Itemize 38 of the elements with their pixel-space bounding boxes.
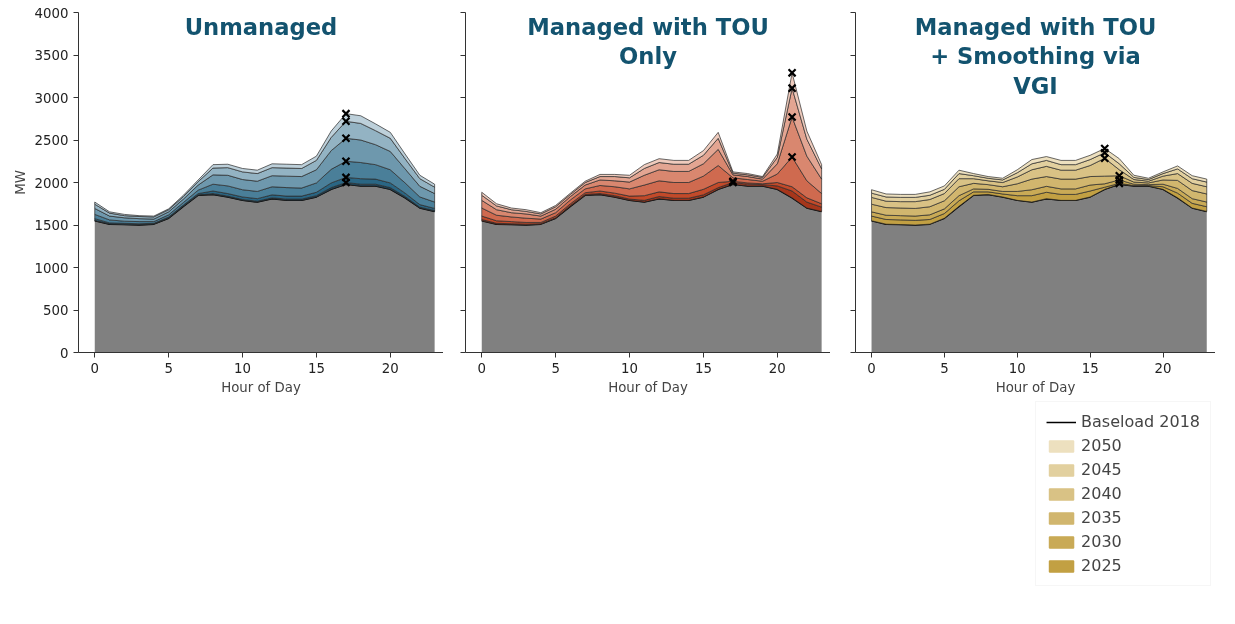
y-tick-label: 500	[43, 303, 69, 318]
y-tick-label: 2000	[34, 175, 69, 191]
y-axis-title: MW	[12, 170, 28, 195]
x-tick-label: 15	[1081, 360, 1099, 376]
chart-title: Unmanaged	[184, 13, 338, 40]
x-tick-label: 0	[477, 360, 486, 376]
legend-label: 2050	[1081, 436, 1122, 455]
x-tick-label: 10	[234, 360, 252, 376]
x-axis-title: Hour of Day	[221, 379, 301, 395]
y-tick-label: 3000	[34, 90, 69, 106]
x-tick-label: 0	[867, 360, 876, 376]
x-axis-title: Hour of Day	[995, 379, 1076, 395]
x-tick-label: 15	[694, 360, 712, 376]
y-tick-label: 1500	[34, 218, 69, 233]
x-tick-label: 10	[621, 360, 639, 376]
y-tick-label: 4000	[34, 5, 69, 21]
legend-label: 2040	[1081, 484, 1122, 503]
x-tick-label: 15	[307, 360, 325, 376]
text: Managed with TOU Only	[527, 13, 769, 70]
x-axis-title: Hour of Day	[608, 379, 688, 395]
legend-label: 2030	[1081, 532, 1122, 551]
y-tick-label: 0	[60, 345, 69, 361]
x-tick-label: 20	[381, 360, 399, 376]
x-tick-label: 5	[551, 360, 560, 376]
x-tick-label: 0	[90, 360, 99, 376]
x-tick-label: 5	[164, 360, 173, 376]
legend-label: 2025	[1081, 556, 1122, 575]
legend-label: Baseload 2018	[1081, 412, 1200, 431]
y-tick-label: 3500	[34, 48, 69, 63]
y-tick-label: 1000	[34, 260, 69, 276]
x-tick-label: 20	[1154, 360, 1172, 376]
x-tick-label: 5	[940, 360, 949, 376]
x-tick-label: 10	[1008, 360, 1026, 376]
x-tick-label: 20	[768, 360, 786, 376]
y-tick-label: 2500	[34, 133, 69, 148]
legend-label: 2035	[1081, 508, 1122, 527]
legend-label: 2045	[1081, 460, 1122, 479]
text: Managed with TOU + Smoothing via VGI	[914, 13, 1157, 100]
